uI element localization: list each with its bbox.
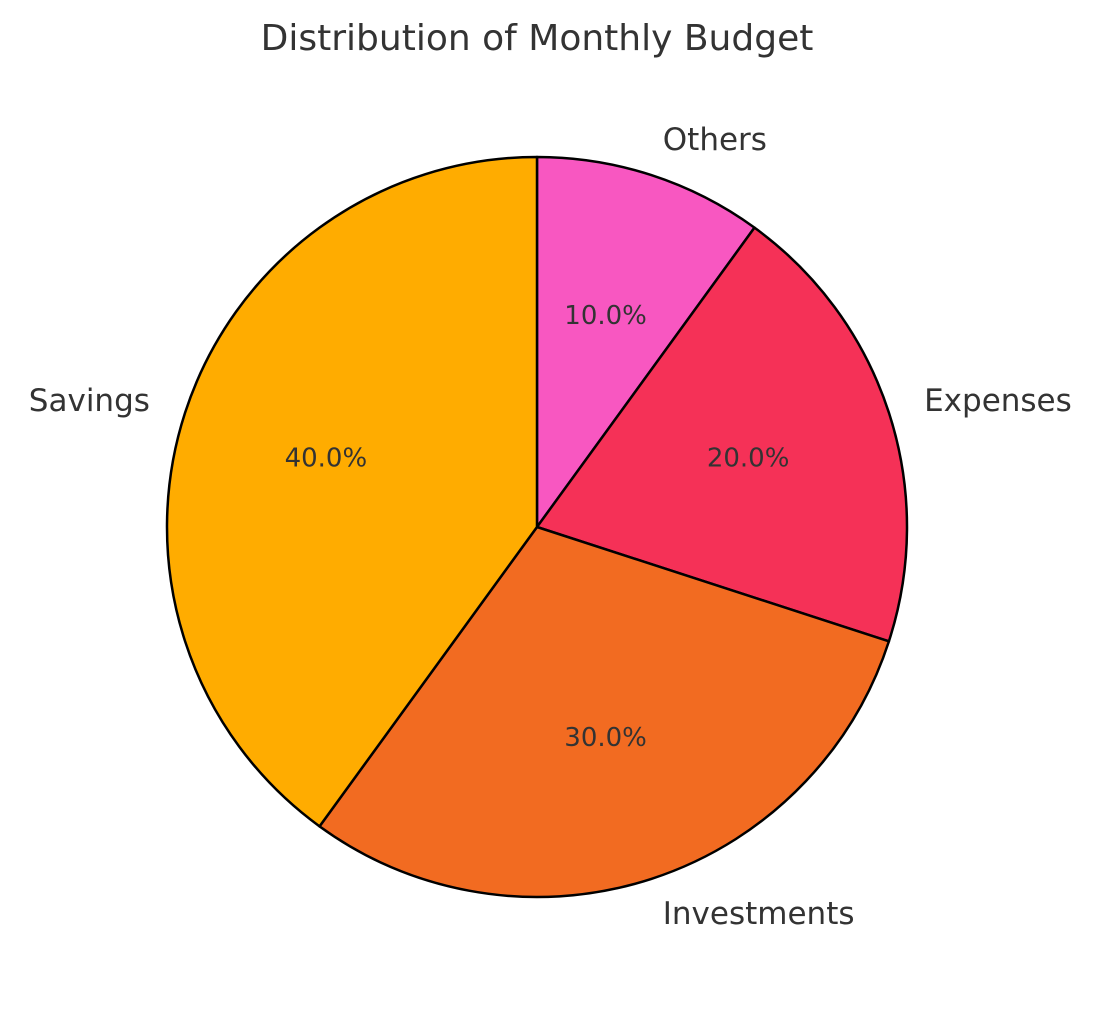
slice-label-savings: Savings: [29, 383, 150, 419]
pie-labels: Others 10.0% Expenses 20.0% Investments 30.0%…: [29, 122, 1072, 932]
pie-slice-others: [535, 155, 756, 529]
slice-percent-expenses: 20.0%: [707, 443, 790, 473]
pie-slice-investments: [318, 525, 891, 899]
chart-title: Distribution of Monthly Budget: [261, 18, 814, 59]
slice-percent-savings: 40.0%: [285, 443, 368, 473]
pie-slices: [165, 155, 909, 899]
pie-slice-savings: [165, 155, 539, 828]
slice-percent-others: 10.0%: [564, 301, 647, 331]
slice-label-others: Others: [663, 122, 767, 158]
slice-percent-investments: 30.0%: [564, 723, 647, 753]
pie-slice-expenses: [535, 226, 909, 643]
slice-label-expenses: Expenses: [924, 383, 1072, 419]
slice-label-investments: Investments: [663, 896, 855, 932]
